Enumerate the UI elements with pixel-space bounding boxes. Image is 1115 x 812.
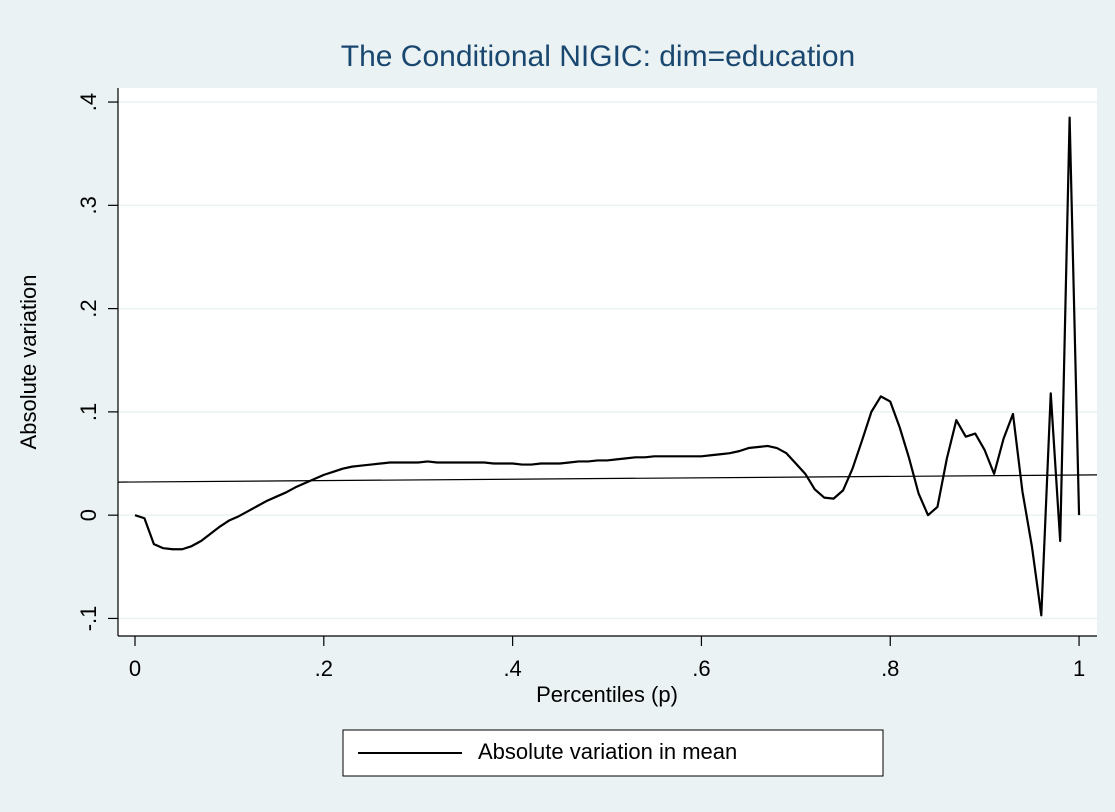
y-tick-label: .4 — [76, 93, 101, 111]
y-tick-label: .3 — [76, 196, 101, 214]
marks — [117, 116, 1098, 617]
y-tick-label: .2 — [76, 299, 101, 317]
plot-area — [118, 88, 1097, 636]
legend-label: Absolute variation in mean — [478, 739, 737, 764]
x-tick-label: .6 — [692, 656, 710, 681]
y-tick-label: .1 — [76, 403, 101, 421]
ticks: -.1 0 .1 .2 .3 .4 0 .2 .4 .6 .8 1 — [76, 93, 1085, 681]
grid — [118, 101, 1097, 620]
x-tick-label: 1 — [1073, 656, 1085, 681]
chart-title: The Conditional NIGIC: dim=education — [341, 40, 855, 73]
x-tick-label: .4 — [503, 656, 521, 681]
y-axis-title: Absolute variation — [16, 275, 41, 450]
x-tick-label: .8 — [881, 656, 899, 681]
x-axis-title: Percentiles (p) — [536, 682, 678, 707]
x-tick-label: 0 — [129, 656, 141, 681]
x-tick-label: .2 — [315, 656, 333, 681]
y-tick-label: 0 — [76, 509, 101, 521]
data-line — [134, 116, 1081, 617]
y-tick-label: -.1 — [76, 606, 101, 632]
reference-line — [117, 474, 1098, 483]
